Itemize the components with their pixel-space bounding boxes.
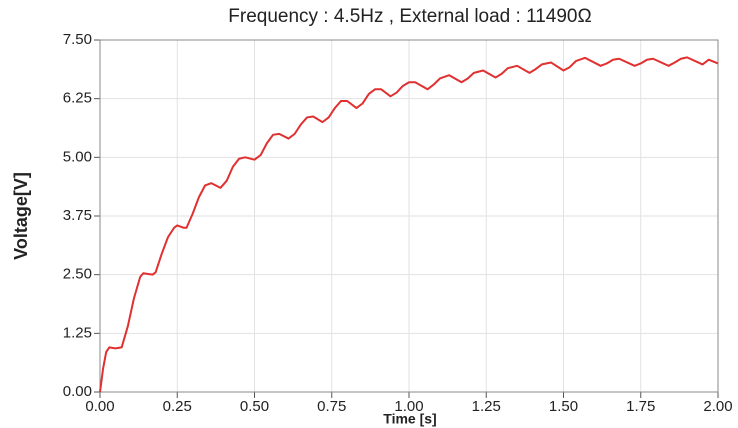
x-tick-label: 1.50 <box>549 398 578 415</box>
x-tick-label: 0.75 <box>317 398 346 415</box>
x-tick-label: 0.50 <box>240 398 269 415</box>
y-tick-label: 6.25 <box>63 90 92 107</box>
x-tick-label: 1.00 <box>394 398 423 415</box>
x-tick-label: 1.25 <box>472 398 501 415</box>
y-tick-label: 1.25 <box>63 324 92 341</box>
x-axis-label: Time [s] <box>383 411 436 427</box>
y-tick-label: 0.00 <box>63 383 92 400</box>
x-tick-label: 1.75 <box>626 398 655 415</box>
plot-frame <box>99 39 719 393</box>
x-tick-label: 2.00 <box>703 398 732 415</box>
x-tick-label: 0.25 <box>163 398 192 415</box>
y-tick-label: 3.75 <box>63 207 92 224</box>
y-tick-label: 5.00 <box>63 148 92 165</box>
data-line <box>99 56 719 393</box>
y-tick-label: 7.50 <box>63 31 92 48</box>
chart-title: Frequency : 4.5Hz , External load : 1149… <box>228 6 591 27</box>
y-axis-label: Voltage[V] <box>11 172 31 260</box>
y-tick-label: 2.50 <box>63 266 92 283</box>
x-tick-label: 0.00 <box>85 398 114 415</box>
